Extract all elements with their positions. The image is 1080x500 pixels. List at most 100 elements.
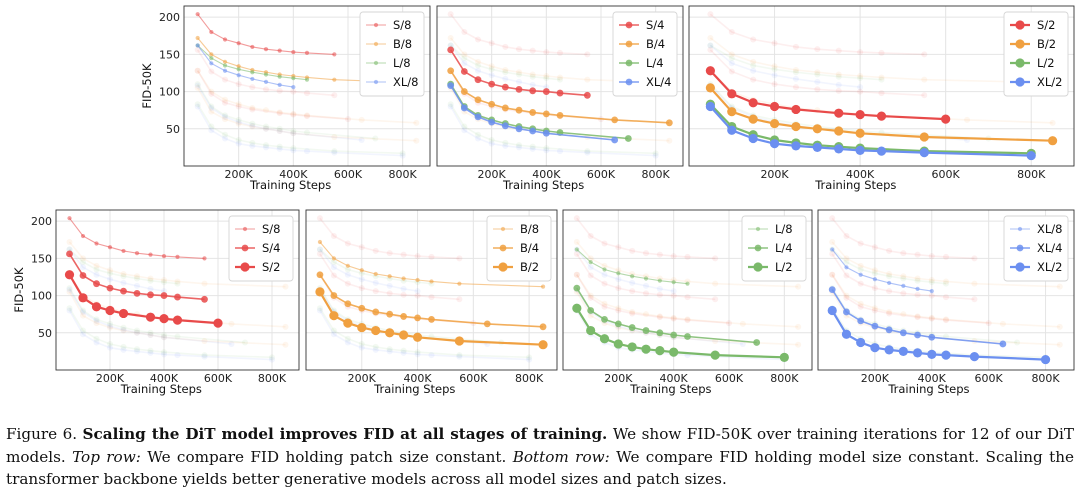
data-point-S/2: [834, 108, 844, 118]
ghost-line-L/2: [450, 103, 656, 155]
ghost-point-B/2: [795, 341, 802, 348]
ghost-point-L/4: [304, 129, 310, 136]
legend-label-B/8: B/8: [393, 37, 412, 51]
data-point-L/4: [614, 320, 622, 328]
data-point-B/8: [332, 77, 337, 82]
data-point-B/2: [919, 132, 929, 142]
legend: B/8 B/4 B/2: [486, 215, 552, 282]
ghost-point-B/8: [928, 276, 935, 283]
ghost-point-XL/2: [400, 349, 407, 356]
ghost-point-XL/2: [386, 348, 393, 355]
data-point-L/4: [573, 284, 581, 292]
x-tick-label: 600K: [715, 372, 744, 385]
ghost-point-XL/8: [316, 246, 323, 253]
ghost-point-S/4: [971, 296, 978, 303]
ghost-point-S/8: [643, 250, 649, 257]
data-point-L/8: [657, 278, 662, 283]
ghost-point-S/4: [829, 250, 836, 257]
ghost-point-XL/2: [529, 145, 536, 152]
ghost-point-B/2: [1056, 341, 1063, 348]
data-point-B/8: [236, 64, 241, 69]
ghost-point-S/4: [330, 272, 337, 279]
ghost-point-XL/4: [249, 122, 256, 129]
ghost-point-L/8: [771, 66, 778, 73]
data-point-B/8: [415, 277, 420, 283]
data-point-B/2: [357, 322, 367, 333]
ghost-point-L/4: [290, 128, 297, 135]
data-point-S/2: [876, 111, 887, 121]
ghost-point-XL/8: [516, 78, 522, 85]
ghost-point-S/4: [629, 288, 636, 295]
x-tick-label: 600K: [334, 168, 363, 181]
ghost-point-S/2: [304, 113, 310, 120]
ghost-point-S/8: [792, 43, 799, 50]
legend-label-XL/2: XL/2: [1037, 75, 1062, 89]
ghost-point-XL/2: [80, 331, 86, 338]
data-point-S/8: [67, 216, 72, 221]
ghost-point-S/4: [316, 250, 323, 257]
ghost-point-L/4: [1014, 339, 1021, 346]
data-point-S/8: [263, 47, 269, 52]
data-point-XL/2: [791, 141, 801, 151]
ghost-point-XL/4: [161, 334, 167, 341]
ghost-point-B/8: [971, 280, 978, 287]
data-point-S/8: [161, 254, 167, 259]
ghost-point-L/2: [269, 354, 275, 361]
ghost-line-B/8: [709, 37, 1053, 84]
series-line-L/4: [576, 287, 757, 344]
ghost-point-B/8: [707, 35, 714, 41]
ghost-line-XL/2: [450, 106, 656, 157]
ghost-point-L/2: [543, 145, 550, 152]
ghost-point-L/8: [147, 277, 154, 284]
data-point-B/2: [385, 328, 395, 338]
ghost-point-B/4: [282, 323, 289, 330]
data-point-XL/4: [611, 136, 619, 144]
ghost-point-S/2: [235, 103, 242, 110]
ghost-point-S/2: [928, 315, 935, 322]
ghost-point-XL/8: [134, 282, 140, 289]
ghost-point-XL/8: [587, 264, 594, 271]
data-point-B/2: [329, 311, 339, 321]
ghost-point-L/8: [843, 259, 850, 266]
data-point-L/2: [710, 350, 720, 360]
ghost-point-XL/4: [739, 340, 746, 347]
data-point-S/4: [515, 85, 523, 93]
x-axis-label: Training Steps: [887, 382, 969, 396]
ghost-point-S/4: [358, 285, 365, 292]
ghost-point-L/2: [584, 148, 591, 155]
ghost-point-L/2: [107, 340, 113, 347]
ghost-point-B/2: [161, 334, 167, 341]
ghost-point-S/8: [928, 253, 935, 260]
ghost-point-B/8: [878, 74, 885, 81]
caption-text3: We compare FID holding model size consta…: [6, 447, 1074, 489]
data-point-XL/8: [830, 247, 835, 252]
ghost-point-L/8: [502, 69, 509, 76]
ghost-point-XL/8: [529, 81, 536, 88]
ghost-point-S/8: [461, 29, 468, 36]
ghost-point-B/8: [712, 280, 719, 287]
x-axis-label: Training Steps: [249, 178, 331, 192]
legend-marker-S/2: [1015, 20, 1025, 30]
ghost-line-S/2: [197, 70, 349, 120]
ghost-point-XL/2: [488, 140, 495, 147]
data-point-L/4: [753, 339, 761, 346]
ghost-point-S/4: [914, 291, 921, 298]
ghost-point-S/4: [290, 88, 297, 95]
ghost-line-L/8: [831, 248, 947, 285]
legend-marker-S/2: [240, 262, 250, 272]
ghost-point-S/8: [475, 36, 481, 43]
ghost-point-B/8: [80, 255, 86, 262]
ghost-point-XL/2: [120, 346, 127, 353]
data-point-B/8: [373, 271, 378, 277]
data-point-S/2: [727, 89, 737, 99]
data-point-S/2: [145, 312, 156, 322]
data-point-XL/8: [209, 61, 214, 66]
data-point-XL/4: [515, 125, 523, 133]
ghost-point-B/8: [282, 283, 289, 290]
ghost-point-B/2: [194, 84, 201, 91]
data-point-XL/2: [1026, 150, 1036, 161]
data-point-S/8: [175, 254, 180, 259]
data-point-S/4: [474, 76, 482, 84]
legend-marker-S/8: [373, 22, 379, 28]
data-point-S/4: [583, 91, 591, 99]
